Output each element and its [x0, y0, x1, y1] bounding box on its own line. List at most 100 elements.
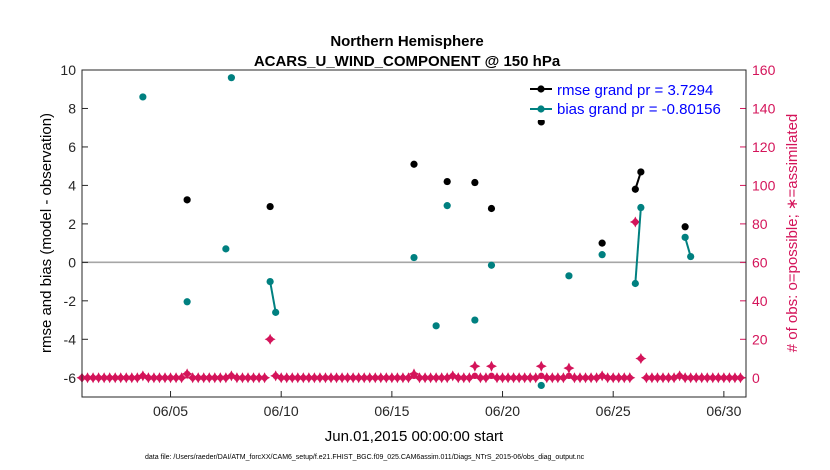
bias-point	[565, 272, 573, 280]
obs-assimilated-point	[613, 372, 625, 384]
obs-assimilated-point	[275, 372, 287, 384]
x-tick-label: 06/15	[374, 403, 409, 419]
obs-assimilated-point	[591, 372, 603, 384]
bias-point	[432, 322, 440, 330]
obs-assimilated-point	[286, 372, 298, 384]
obs-assimilated-point	[651, 372, 663, 384]
rmse-point	[681, 223, 689, 231]
rmse-point	[471, 178, 479, 187]
right-tick-label: 60	[752, 254, 768, 270]
obs-assimilated-point	[259, 372, 271, 384]
obs-assimilated-point	[308, 372, 320, 384]
bias-point	[227, 74, 235, 82]
left-tick-label: 6	[68, 139, 76, 155]
obs-assimilated-point	[347, 372, 359, 384]
obs-assimilated-point	[120, 372, 132, 384]
obs-assimilated-point	[297, 372, 309, 384]
bias-point	[410, 253, 418, 262]
left-tick-label: -6	[64, 370, 77, 386]
obs-assimilated-point	[701, 372, 713, 384]
obs-assimilated-point	[685, 372, 697, 384]
bias-point	[139, 93, 147, 101]
obs-assimilated-point	[198, 372, 210, 384]
obs-assimilated-point	[707, 372, 719, 384]
bias-line	[269, 281, 277, 313]
obs-assimilated-point	[447, 370, 459, 382]
bias-point	[272, 308, 280, 316]
rmse-point	[537, 118, 545, 126]
obs-assimilated-point	[319, 372, 331, 384]
obs-assimilated-point	[563, 362, 575, 374]
obs-assimilated-point	[148, 372, 160, 384]
obs-assimilated-point	[646, 372, 658, 384]
obs-assimilated-point	[580, 372, 592, 384]
obs-assimilated-point	[281, 372, 293, 384]
obs-assimilated-point	[292, 372, 304, 384]
bias-point	[681, 233, 689, 241]
bias-point	[537, 381, 545, 390]
bias-point	[222, 245, 230, 253]
obs-assimilated-point	[430, 372, 442, 384]
obs-assimilated-point	[679, 372, 691, 384]
data-file-footnote: data file: /Users/raeder/DAI/ATM_forcXX/…	[145, 454, 585, 461]
obs-assimilated-point	[336, 372, 348, 384]
obs-assimilated-point	[696, 372, 708, 384]
legend-box	[523, 76, 739, 120]
obs-assimilated-point	[93, 372, 105, 384]
legend: rmse grand pr = 3.7294 bias grand pr = -…	[523, 76, 739, 120]
obs-assimilated-point	[690, 372, 702, 384]
obs-assimilated-point	[115, 372, 127, 384]
obs-assimilated-point	[214, 372, 226, 384]
obs-assimilated-point	[137, 370, 149, 382]
obs-assimilated-point	[414, 372, 426, 384]
right-tick-label: 0	[752, 370, 760, 386]
obs-assimilated-point	[165, 372, 177, 384]
obs-assimilated-point	[469, 360, 481, 372]
right-tick-label: 40	[752, 293, 768, 309]
obs-assimilated-point	[485, 360, 497, 372]
rmse-point	[410, 160, 418, 168]
obs-assimilated-point	[425, 372, 437, 384]
obs-assimilated-point	[546, 372, 558, 384]
obs-assimilated-point	[474, 372, 486, 384]
chart-subtitle: ACARS_U_WIND_COMPONENT @ 150 hPa	[254, 53, 561, 70]
obs-assimilated-point	[126, 372, 138, 384]
obs-assimilated-point	[303, 372, 315, 384]
obs-assimilated-point	[192, 372, 204, 384]
plot-frame	[81, 69, 747, 398]
chart-title: Northern Hemisphere	[330, 33, 483, 50]
data-marks	[76, 74, 746, 390]
obs-assimilated-point	[369, 372, 381, 384]
right-tick-label: 100	[752, 177, 776, 193]
obs-assimilated-point	[82, 372, 94, 384]
plot-area	[82, 70, 746, 397]
obs-assimilated-point	[386, 372, 398, 384]
right-tick-label: 120	[752, 139, 776, 155]
legend-bias-label: bias grand pr = -0.80156	[557, 101, 721, 118]
obs-assimilated-point	[497, 372, 509, 384]
rmse-point	[637, 168, 645, 176]
bias-point	[471, 316, 479, 324]
obs-assimilated-point	[242, 372, 254, 384]
left-axis-ticks: -6 -4 -2 0 2 4 6 8 10	[60, 62, 88, 386]
left-tick-label: 0	[68, 254, 76, 270]
obs-assimilated-point	[153, 372, 165, 384]
right-tick-label: 160	[752, 62, 776, 78]
obs-assimilated-point	[380, 372, 392, 384]
left-tick-label: -2	[64, 293, 77, 309]
obs-assimilated-point	[508, 372, 520, 384]
obs-assimilated-point	[513, 372, 525, 384]
bias-point	[637, 203, 645, 212]
obs-assimilated-point	[236, 372, 248, 384]
left-tick-label: 10	[60, 62, 76, 78]
obs-assimilated-point	[734, 372, 746, 384]
legend-rmse-label: rmse grand pr = 3.7294	[557, 82, 713, 99]
rmse-point	[631, 185, 639, 193]
bias-point	[266, 277, 274, 286]
bias-point	[487, 261, 496, 269]
obs-assimilated-point	[602, 372, 614, 384]
right-axis-label: # of obs: o=possible; ∗=assimilated	[784, 114, 801, 353]
x-axis-ticks: 06/05 06/10 06/15 06/20 06/25 06/30	[153, 391, 742, 419]
obs-assimilated-point	[519, 372, 531, 384]
